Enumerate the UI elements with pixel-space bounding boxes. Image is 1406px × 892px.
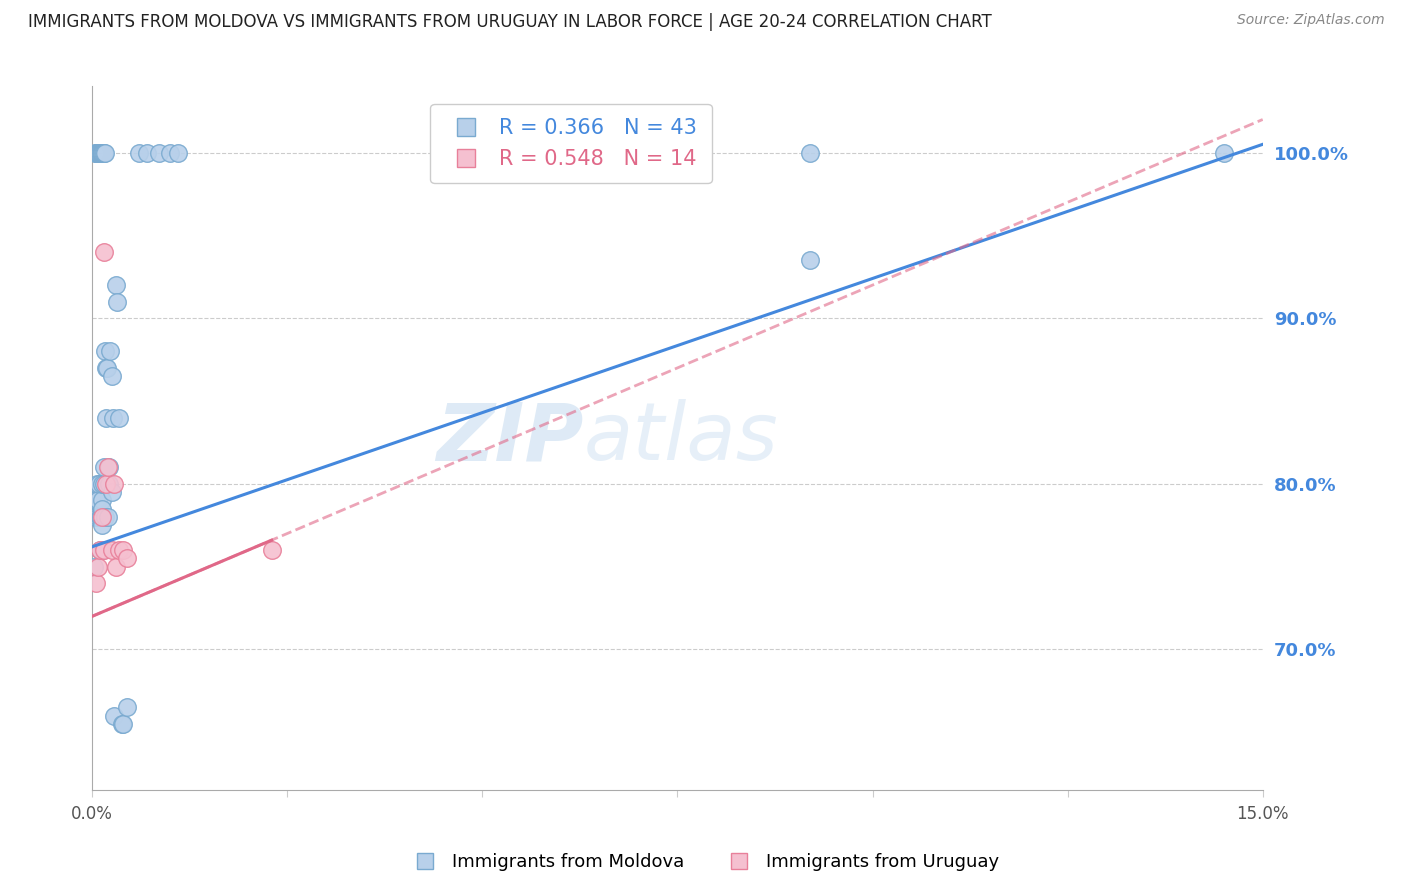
Point <box>84 145 107 160</box>
Point <box>100 543 122 558</box>
Point <box>101 369 124 384</box>
Point <box>97 460 120 475</box>
Point <box>103 476 125 491</box>
Point <box>799 145 821 160</box>
Point <box>89 145 111 160</box>
Point <box>96 410 118 425</box>
Point <box>87 559 110 574</box>
Point <box>799 253 821 268</box>
Point <box>108 410 131 425</box>
Point <box>111 717 134 731</box>
Point <box>104 278 127 293</box>
Point <box>98 344 121 359</box>
Point <box>84 576 107 591</box>
Text: atlas: atlas <box>583 400 779 477</box>
Point <box>90 510 112 524</box>
Point <box>105 294 128 309</box>
Point <box>108 543 131 558</box>
Point <box>91 145 114 160</box>
Point <box>93 460 115 475</box>
Point <box>1212 145 1234 160</box>
Point <box>93 244 115 259</box>
Point <box>93 145 115 160</box>
Point <box>100 485 122 500</box>
Point <box>117 700 139 714</box>
Point <box>84 510 107 524</box>
Point <box>96 476 118 491</box>
Point <box>117 551 139 566</box>
Legend: Immigrants from Moldova, Immigrants from Uruguay: Immigrants from Moldova, Immigrants from… <box>399 847 1007 879</box>
Point <box>97 460 120 475</box>
Point <box>86 476 108 491</box>
Point <box>89 476 111 491</box>
Text: ZIP: ZIP <box>436 400 583 477</box>
Point <box>86 145 108 160</box>
Point <box>84 145 107 160</box>
Point <box>128 145 150 160</box>
Point <box>104 559 127 574</box>
Point <box>89 543 111 558</box>
Point <box>93 543 115 558</box>
Point <box>86 510 108 524</box>
Point <box>94 344 117 359</box>
Point <box>87 145 110 160</box>
Point <box>148 145 170 160</box>
Point <box>93 510 115 524</box>
Point <box>91 501 114 516</box>
Point <box>90 510 112 524</box>
Point <box>112 717 135 731</box>
Point <box>86 145 108 160</box>
Point <box>84 493 107 508</box>
Text: Source: ZipAtlas.com: Source: ZipAtlas.com <box>1237 13 1385 28</box>
Legend: R = 0.366   N = 43, R = 0.548   N = 14: R = 0.366 N = 43, R = 0.548 N = 14 <box>430 103 711 184</box>
Point <box>93 145 115 160</box>
Point <box>90 145 112 160</box>
Point <box>83 559 105 574</box>
Point <box>89 145 111 160</box>
Point <box>159 145 181 160</box>
Point <box>167 145 190 160</box>
Point <box>588 145 610 160</box>
Point <box>135 145 157 160</box>
Point <box>89 510 111 524</box>
Point <box>87 493 110 508</box>
Point <box>260 543 283 558</box>
Point <box>112 543 135 558</box>
Point <box>90 145 112 160</box>
Point <box>97 510 120 524</box>
Point <box>91 145 114 160</box>
Point <box>91 543 114 558</box>
Point <box>98 476 121 491</box>
Point <box>103 410 125 425</box>
Point <box>90 493 112 508</box>
Point <box>103 708 125 723</box>
Point <box>91 518 114 533</box>
Point <box>96 360 118 375</box>
Point <box>96 360 118 375</box>
Point <box>93 476 115 491</box>
Point <box>89 543 111 558</box>
Point <box>90 476 112 491</box>
Text: IMMIGRANTS FROM MOLDOVA VS IMMIGRANTS FROM URUGUAY IN LABOR FORCE | AGE 20-24 CO: IMMIGRANTS FROM MOLDOVA VS IMMIGRANTS FR… <box>28 13 991 31</box>
